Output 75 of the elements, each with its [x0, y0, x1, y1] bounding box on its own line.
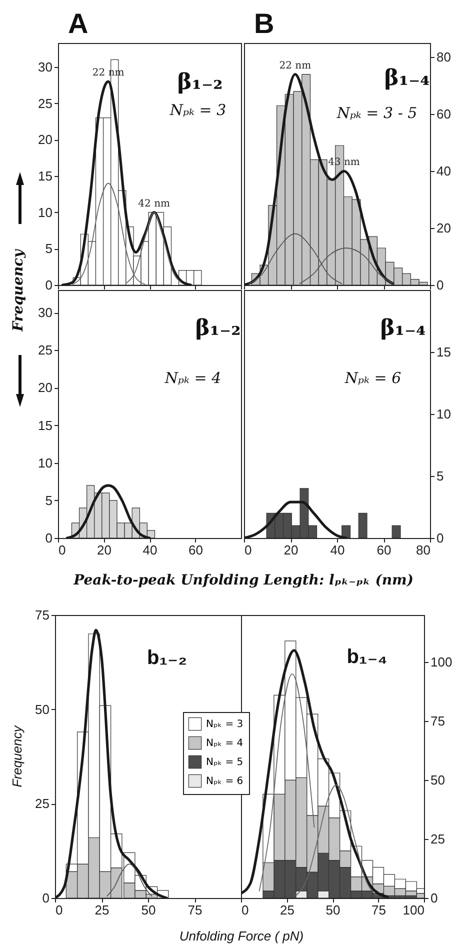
- legend-label: Nₚₖ = 5: [206, 757, 244, 768]
- x-axis-title: Peak-to-peak Unfolding Length: lₚₖ₋ₚₖ (nm): [72, 572, 414, 588]
- y-tick-label: 10: [38, 455, 52, 470]
- line-series: [258, 674, 315, 892]
- x-tick-label: 0: [242, 902, 249, 918]
- y-axis-title: Frequency: [10, 248, 26, 332]
- y-tick-label: 50: [430, 772, 445, 788]
- x-tick-label: 0: [244, 542, 252, 558]
- y-tick-label: 5: [45, 241, 52, 256]
- y-tick-label: 50: [35, 702, 50, 717]
- y-tick-label: 20: [38, 380, 52, 396]
- annotation: 42 nm: [138, 198, 171, 210]
- x-tick-label: 40: [330, 542, 345, 558]
- annotation: b₁₋₄: [346, 646, 388, 668]
- annotation: b₁₋₂: [147, 647, 187, 669]
- legend-label: Nₚₖ = 3: [206, 719, 244, 730]
- x-tick-label: 75: [372, 902, 386, 918]
- legend-label: Nₚₖ = 6: [206, 776, 244, 787]
- y-tick-label: 30: [38, 59, 52, 74]
- x-tick-label: 80: [416, 542, 430, 558]
- annotation: 22 nm: [279, 60, 312, 72]
- x-axis-title: Unfolding Force ( pN): [179, 928, 304, 944]
- y-tick-label: 75: [35, 608, 50, 622]
- y-tick-label: 0: [45, 530, 52, 546]
- x-tick-label: 25: [280, 902, 294, 918]
- y-tick-label: 10: [436, 406, 451, 422]
- y-tick-label: 100: [430, 654, 452, 670]
- y-tick-label: 0: [42, 890, 50, 906]
- annotation: Nₚₖ = 4: [164, 369, 222, 387]
- y-tick-label: 40: [436, 164, 451, 179]
- annotation: β₁₋₄: [384, 65, 430, 91]
- x-tick-label: 20: [97, 542, 112, 558]
- y-tick-label: 0: [45, 278, 52, 292]
- x-tick-label: 60: [376, 542, 392, 558]
- legend-label: Nₚₖ = 4: [206, 738, 244, 749]
- y-tick-label: 15: [38, 418, 52, 433]
- y-tick-label: 30: [38, 305, 52, 320]
- annotation: β₁₋₂: [195, 315, 241, 341]
- y-tick-label: 15: [38, 168, 52, 184]
- x-tick-label: 25: [94, 902, 110, 918]
- x-tick-label: 75: [188, 902, 202, 918]
- y-tick-label: 0: [436, 278, 444, 292]
- y-tick-label: 25: [430, 832, 445, 847]
- annotation: Nₚₖ = 3 - 5: [336, 104, 418, 122]
- x-tick-label: 0: [56, 902, 63, 918]
- annotation: Nₚₖ = 6: [344, 369, 402, 387]
- y-tick-label: 0: [430, 890, 438, 906]
- y-tick-label: 15: [436, 344, 451, 360]
- y-tick-label: 25: [38, 96, 52, 111]
- y-tick-label: 25: [35, 796, 50, 812]
- y-tick-label: 20: [38, 132, 52, 148]
- y-tick-label: 25: [38, 342, 52, 358]
- annotation: β₁₋₄: [380, 315, 426, 341]
- x-tick-label: 60: [188, 542, 203, 558]
- x-tick-label: 0: [58, 542, 66, 558]
- y-tick-label: 75: [430, 714, 445, 729]
- y-tick-label: 80: [436, 50, 451, 65]
- x-tick-label: 50: [141, 902, 156, 918]
- y-tick-label: 5: [45, 492, 52, 508]
- chart-title: B: [254, 8, 274, 39]
- y-tick-label: 5: [436, 468, 444, 484]
- y-axis-title: Frequency: [10, 724, 24, 788]
- y-tick-label: 60: [436, 106, 451, 122]
- x-tick-label: 20: [284, 542, 298, 558]
- x-tick-label: 40: [142, 542, 158, 558]
- line-series: [295, 784, 377, 896]
- annotation: Nₚₖ = 3: [168, 101, 226, 119]
- chart-title: A: [68, 8, 88, 39]
- annotation: β₁₋₂: [177, 69, 223, 95]
- y-tick-label: 0: [436, 530, 444, 546]
- y-tick-label: 20: [436, 220, 451, 236]
- line-series: [106, 864, 152, 897]
- x-tick-label: 50: [326, 902, 340, 918]
- x-tick-label: 100: [402, 902, 424, 918]
- y-tick-label: 10: [38, 204, 52, 220]
